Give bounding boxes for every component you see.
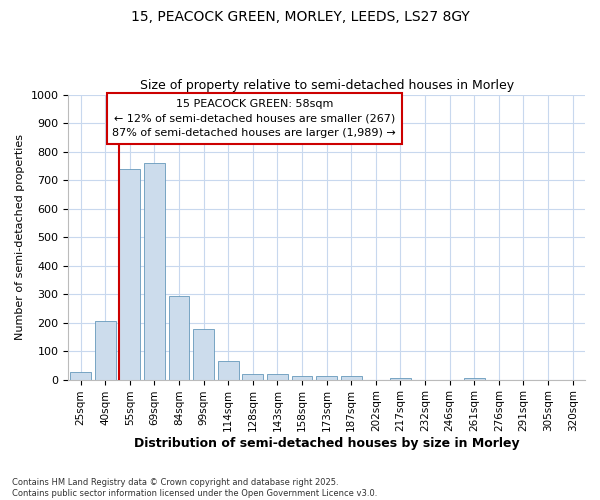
Bar — [169, 296, 190, 380]
Text: Contains HM Land Registry data © Crown copyright and database right 2025.
Contai: Contains HM Land Registry data © Crown c… — [12, 478, 377, 498]
Bar — [218, 361, 239, 380]
Bar — [292, 376, 313, 380]
Bar — [341, 376, 362, 380]
Bar — [267, 374, 288, 380]
Text: 15 PEACOCK GREEN: 58sqm
← 12% of semi-detached houses are smaller (267)
87% of s: 15 PEACOCK GREEN: 58sqm ← 12% of semi-de… — [112, 99, 396, 138]
Title: Size of property relative to semi-detached houses in Morley: Size of property relative to semi-detach… — [140, 79, 514, 92]
Y-axis label: Number of semi-detached properties: Number of semi-detached properties — [15, 134, 25, 340]
X-axis label: Distribution of semi-detached houses by size in Morley: Distribution of semi-detached houses by … — [134, 437, 520, 450]
Bar — [390, 378, 411, 380]
Bar — [119, 168, 140, 380]
Bar — [193, 329, 214, 380]
Bar — [464, 378, 485, 380]
Bar — [95, 321, 116, 380]
Bar — [70, 372, 91, 380]
Bar — [144, 163, 165, 380]
Bar — [316, 376, 337, 380]
Text: 15, PEACOCK GREEN, MORLEY, LEEDS, LS27 8GY: 15, PEACOCK GREEN, MORLEY, LEEDS, LS27 8… — [131, 10, 469, 24]
Bar — [242, 374, 263, 380]
